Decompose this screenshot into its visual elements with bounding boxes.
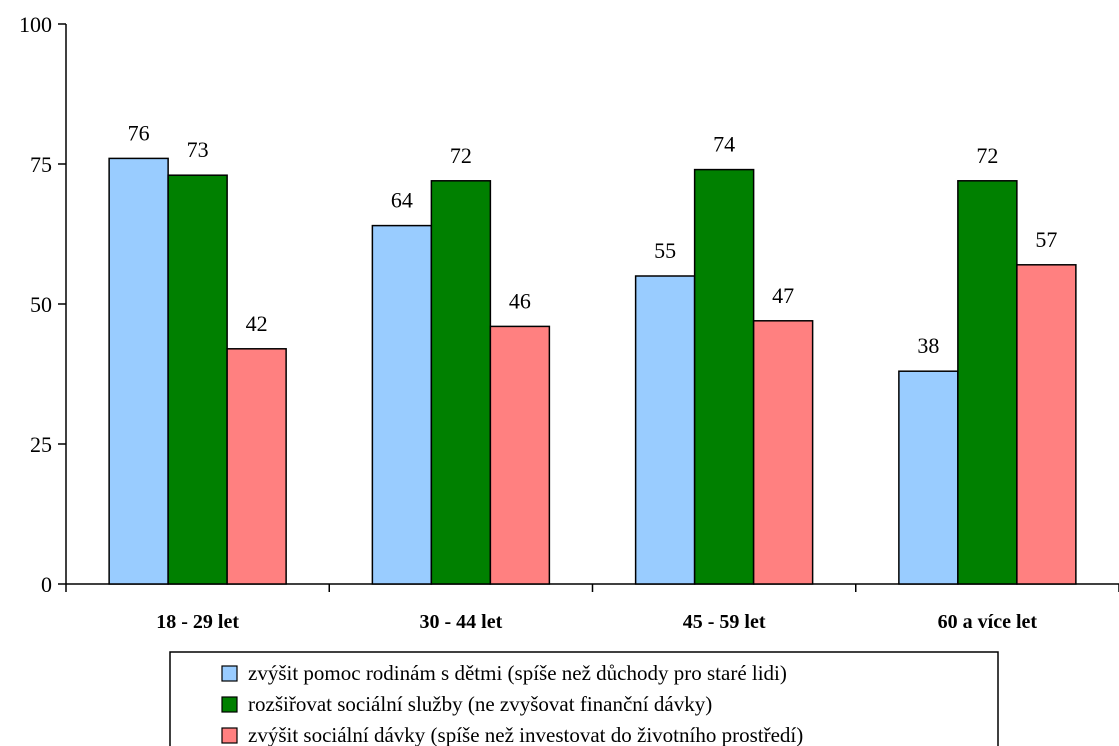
y-tick-label: 75	[30, 152, 52, 177]
bar-value-label: 72	[976, 143, 998, 168]
bar-value-label: 46	[509, 288, 531, 313]
bar	[489, 325, 551, 585]
legend-entry-label: zvýšit sociální dávky (spíše než investo…	[248, 723, 803, 746]
axes: 0 25 50 75 100 18 - 29 let 30 - 44 let 45 - 59 …	[19, 12, 1119, 633]
bar	[371, 224, 433, 585]
x-category-label: 45 - 59 let	[683, 611, 766, 633]
x-category-label: 18 - 29 let	[156, 611, 239, 633]
bar	[898, 370, 959, 585]
bar	[693, 168, 755, 585]
bar-value-label: 47	[772, 283, 794, 308]
bar-value-label: 38	[917, 333, 939, 358]
y-tick-label: 100	[19, 12, 52, 37]
bar-value-label: 57	[1035, 227, 1057, 252]
legend-box	[169, 651, 999, 746]
bar	[752, 320, 814, 585]
bar-value-label: 42	[246, 311, 268, 336]
legend-swatch	[221, 727, 238, 744]
bar	[226, 348, 287, 585]
bar	[167, 174, 228, 585]
bar-value-label: 76	[128, 120, 150, 145]
x-category-label: 30 - 44 let	[419, 611, 502, 633]
x-category-label: 60 a více let	[938, 611, 1038, 633]
y-tick-label: 50	[30, 292, 52, 317]
legend-swatch	[221, 665, 238, 682]
bar-value-label: 73	[187, 137, 209, 162]
legend-entry-label: zvýšit pomoc rodinám s dětmi (spíše než …	[248, 661, 787, 685]
bar-value-label: 55	[654, 238, 676, 263]
legend-entry-label: rozšiřovat sociální služby (ne zvyšovat …	[248, 692, 712, 716]
bar-value-label: 74	[713, 132, 735, 157]
legend: zvýšit pomoc rodinám s dětmi (spíše než …	[169, 651, 999, 746]
bar	[430, 180, 492, 585]
bar	[108, 157, 169, 585]
bar	[634, 275, 696, 585]
bar-value-label: 64	[391, 188, 413, 213]
legend-swatch	[221, 696, 238, 713]
bar-value-label: 72	[450, 143, 472, 168]
bar	[957, 180, 1018, 585]
y-tick-label: 25	[30, 432, 52, 457]
y-tick-label: 0	[41, 572, 52, 597]
bars	[108, 157, 1077, 585]
bar	[1016, 264, 1077, 585]
data-labels: 76 73 42 64 72 46 55 74 47 38 72 57	[128, 120, 1058, 358]
